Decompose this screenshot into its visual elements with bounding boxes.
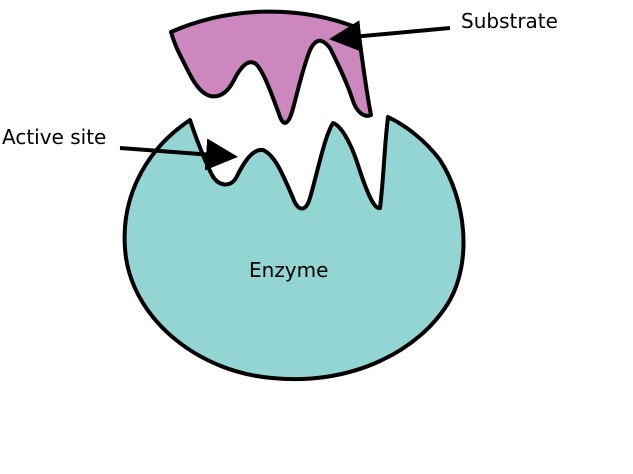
enzyme-label: Enzyme bbox=[249, 258, 328, 282]
active-site-label: Active site bbox=[2, 125, 106, 149]
enzyme-shape bbox=[122, 115, 466, 382]
active-site-arrow bbox=[119, 138, 238, 171]
substrate-arrow bbox=[329, 20, 451, 53]
substrate-shape bbox=[169, 9, 373, 125]
substrate-label: Substrate bbox=[461, 9, 558, 33]
